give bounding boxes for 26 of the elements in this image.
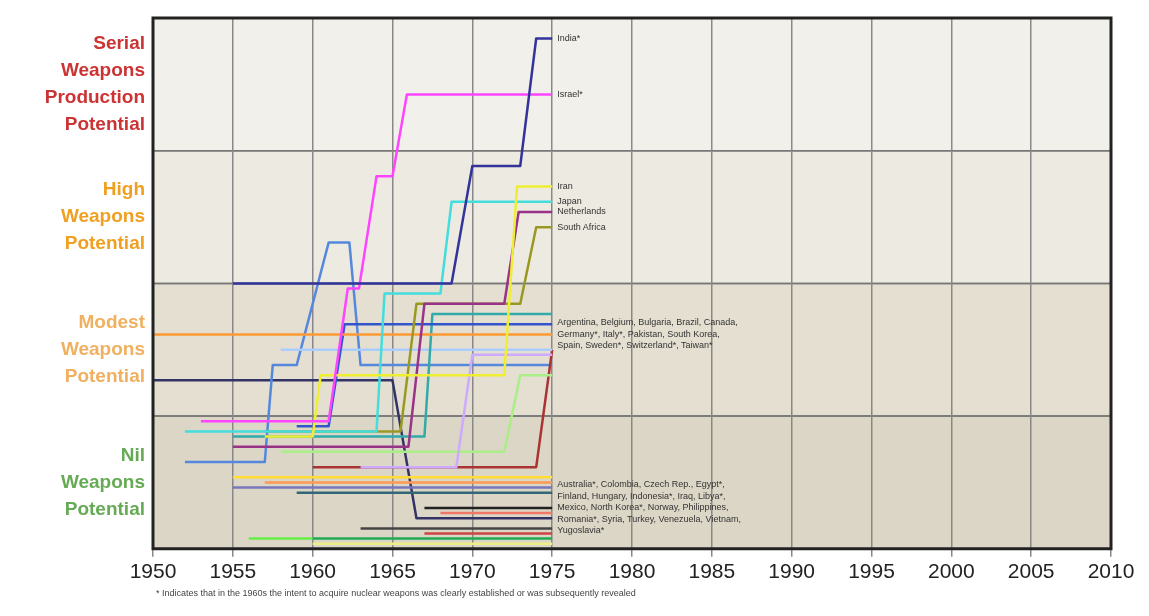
series-label: Netherlands xyxy=(557,206,607,217)
x-tick-label: 1955 xyxy=(209,559,257,583)
x-tick-label: 2000 xyxy=(927,559,975,583)
band-label: High Weapons Potential xyxy=(60,178,145,254)
band-label: Modest Weapons Potential xyxy=(60,310,146,386)
x-tick-label: 2010 xyxy=(1087,559,1135,583)
series-label: Iran xyxy=(557,180,573,191)
x-tick-label: 1975 xyxy=(528,559,576,583)
series-label: South Africa xyxy=(557,221,606,232)
x-tick-label: 1990 xyxy=(768,559,816,583)
text: * Indicates that in the 1960s the intent to acquire nuclear weapons was clearly established or was subsequently revealed xyxy=(156,588,637,598)
series-label: Japan xyxy=(557,196,582,207)
x-tick-label: 1995 xyxy=(848,559,895,583)
x-tick-label: 1965 xyxy=(369,559,416,583)
x-tick-label: 2005 xyxy=(1007,559,1055,583)
band-label: Nil Weapons Potential xyxy=(60,443,145,519)
series-label: Israel* xyxy=(557,89,584,100)
x-tick-label: 1985 xyxy=(688,559,736,583)
x-tick-label: 1960 xyxy=(289,559,337,583)
x-tick-label: 1980 xyxy=(608,559,656,583)
band-label: Serial Weapons Production Potential xyxy=(44,32,145,135)
x-tick-label: 1950 xyxy=(129,559,177,583)
series-label: India* xyxy=(557,32,581,43)
annotation: Australia*, Colombia, Czech Rep., Egypt*, Finland, Hungary, Indonesia*, Iraq, Libya*, Mexico, North Korea*, Norway, Philippines, Romania*, Syria, Turkey, Venezuela, Vietnam, Yugoslavia* xyxy=(557,479,741,536)
annotation: Argentina, Belgium, Bulgaria, Brazil, Canada, Germany*, Italy*, Pakistan, South Korea, Spain, Sweden*, Switzerland*, Taiwan* xyxy=(557,317,738,351)
x-tick-label: 1970 xyxy=(448,559,496,583)
